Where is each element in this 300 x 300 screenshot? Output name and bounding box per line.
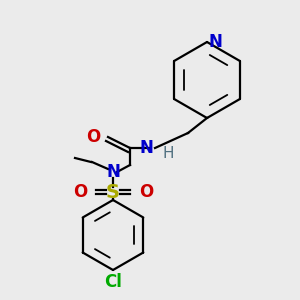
- Text: H: H: [163, 146, 175, 160]
- Text: Cl: Cl: [104, 273, 122, 291]
- Text: O: O: [139, 183, 153, 201]
- Text: O: O: [86, 128, 100, 146]
- Text: S: S: [106, 182, 120, 202]
- Text: N: N: [209, 33, 223, 51]
- Text: O: O: [73, 183, 87, 201]
- Text: N: N: [139, 139, 153, 157]
- Text: N: N: [106, 163, 120, 181]
